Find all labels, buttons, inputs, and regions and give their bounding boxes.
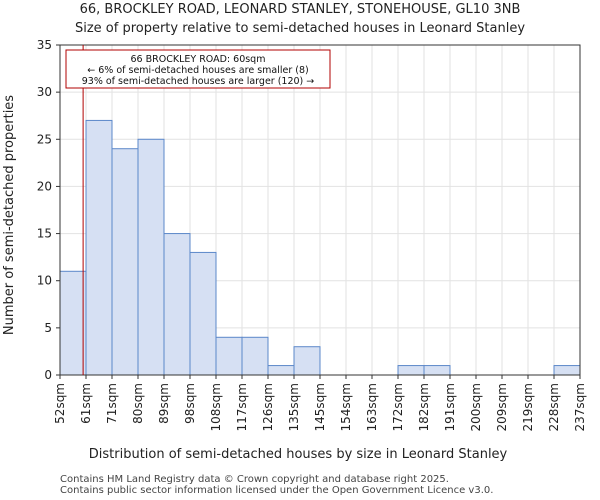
- bars: [59, 119, 581, 376]
- chart-title: 66, BROCKLEY ROAD, LEONARD STANLEY, STON…: [80, 2, 521, 17]
- histogram-bar: [267, 365, 295, 376]
- x-axis-label: Distribution of semi-detached houses by …: [89, 447, 508, 462]
- footer-line-1: Contains HM Land Registry data © Crown c…: [60, 474, 449, 485]
- histogram-bar: [553, 365, 581, 376]
- annotation-line-1: 66 BROCKLEY ROAD: 60sqm: [131, 54, 266, 65]
- histogram-bar: [293, 346, 321, 376]
- plot-frame: [59, 44, 581, 376]
- x-tick-label: 61sqm: [79, 383, 93, 424]
- x-tick-label: 191sqm: [443, 383, 457, 431]
- histogram-bar: [397, 365, 425, 376]
- x-tick-label: 108sqm: [209, 383, 223, 431]
- x-tick-label: 163sqm: [365, 383, 379, 431]
- x-tick-label: 182sqm: [417, 383, 431, 431]
- annotation-line-2: ← 6% of semi-detached houses are smaller…: [87, 65, 308, 76]
- y-tick-label: 5: [44, 321, 52, 335]
- x-tick-label: 52sqm: [53, 383, 67, 424]
- x-tick-label: 154sqm: [339, 383, 353, 431]
- x-tick-label: 71sqm: [105, 383, 119, 424]
- x-tick-label: 237sqm: [573, 383, 587, 431]
- footer-line-2: Contains public sector information licen…: [60, 485, 494, 496]
- y-tick-label: 10: [37, 274, 52, 288]
- annotation-line-3: 93% of semi-detached houses are larger (…: [82, 76, 315, 87]
- y-tick-label: 20: [37, 179, 52, 193]
- histogram-bar: [85, 119, 113, 376]
- x-tick-label: 219sqm: [521, 383, 535, 431]
- x-tick-label: 126sqm: [261, 383, 275, 431]
- y-axis-ticks: 0 5 10 15 20 25 30 35: [37, 38, 60, 382]
- histogram-bar: [163, 233, 191, 376]
- x-tick-label: 80sqm: [131, 383, 145, 424]
- histogram-bar: [111, 148, 139, 376]
- histogram-bar: [59, 270, 87, 376]
- y-axis-label: Number of semi-detached properties: [2, 95, 17, 335]
- histogram-bar: [137, 138, 165, 376]
- y-tick-label: 30: [37, 85, 52, 99]
- x-tick-label: 172sqm: [391, 383, 405, 431]
- y-tick-label: 0: [44, 368, 52, 382]
- x-tick-label: 89sqm: [157, 383, 171, 424]
- histogram-bar: [189, 251, 217, 376]
- y-tick-label: 15: [37, 227, 52, 241]
- x-tick-label: 117sqm: [235, 383, 249, 431]
- x-tick-label: 228sqm: [547, 383, 561, 431]
- y-tick-label: 25: [37, 132, 52, 146]
- chart-subtitle: Size of property relative to semi-detach…: [75, 21, 525, 36]
- x-tick-label: 135sqm: [287, 383, 301, 431]
- x-axis-ticks: 52sqm 61sqm 71sqm 80sqm 89sqm 98sqm 108sqm 117s…: [53, 375, 587, 431]
- x-tick-label: 209sqm: [495, 383, 509, 431]
- x-tick-label: 145sqm: [313, 383, 327, 431]
- histogram-bar: [241, 336, 269, 376]
- histogram-bar: [423, 365, 451, 376]
- histogram-bar: [215, 336, 243, 376]
- annotation-box: [65, 49, 331, 89]
- x-tick-label: 200sqm: [469, 383, 483, 431]
- y-tick-label: 35: [37, 38, 52, 52]
- x-tick-label: 98sqm: [183, 383, 197, 424]
